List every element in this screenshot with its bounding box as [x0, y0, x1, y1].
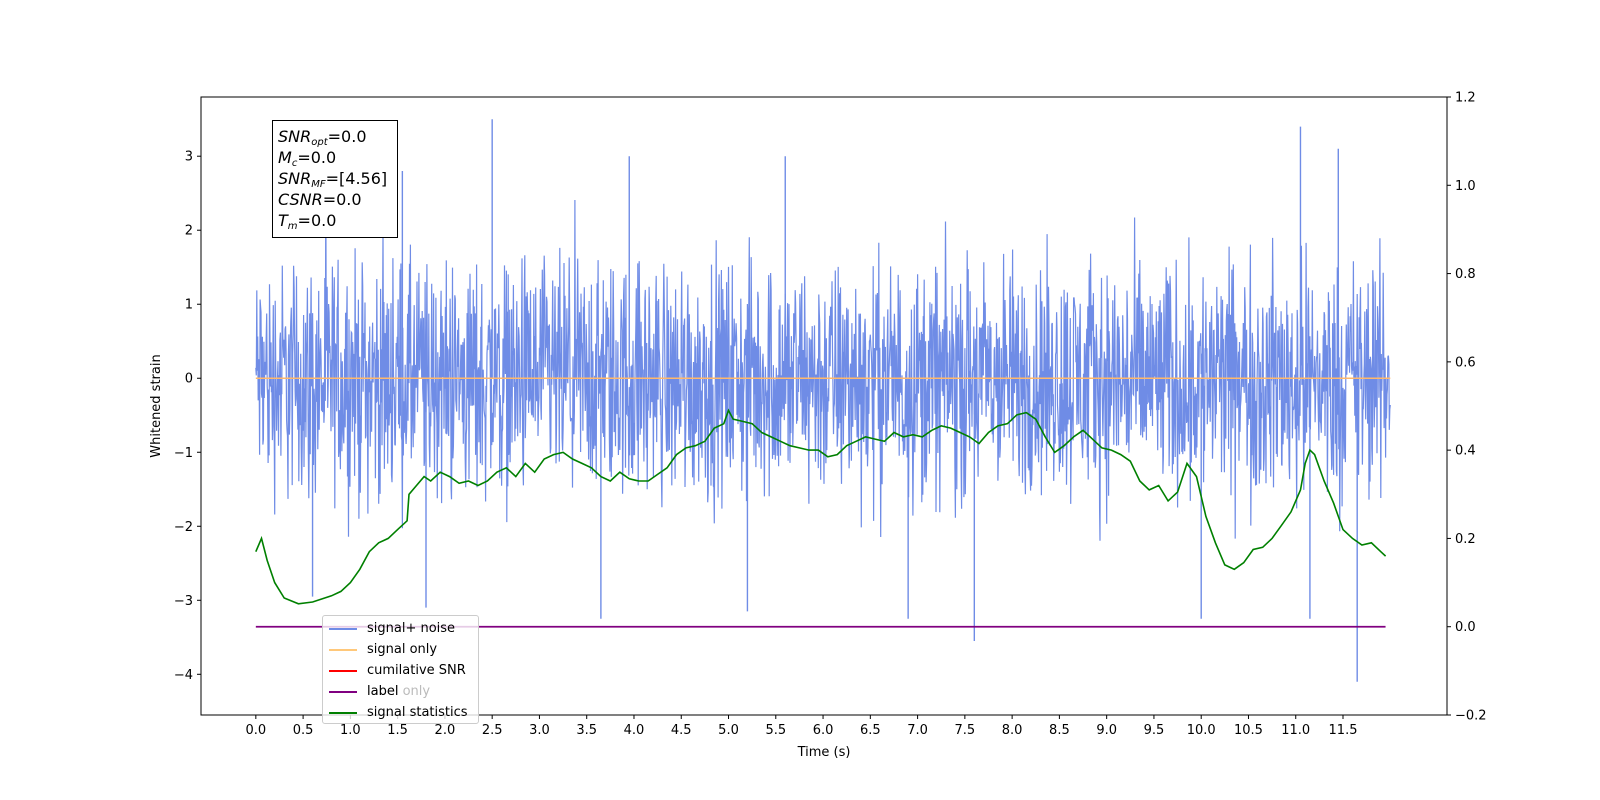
y2-tick-label: 0.4	[1455, 444, 1476, 459]
y-axis-ticks: 3 2 1 0 −1 −2 −3 −4	[174, 150, 201, 683]
snr-opt-line: SNRopt=0.0	[278, 127, 367, 148]
legend-swatch-signal-statistics	[329, 711, 357, 714]
legend-swatch-signal-only	[329, 648, 357, 651]
legend-swatch-cumulative-snr	[329, 669, 357, 672]
x-tick-label: 2.5	[482, 723, 503, 738]
x-tick-label: 6.0	[813, 723, 834, 738]
legend-item-label: label only label	[329, 681, 478, 702]
csnr-line: CSNR=0.0	[278, 190, 362, 209]
signal-statistics-line	[255, 408, 1387, 605]
y-tick-label: 0	[185, 372, 193, 387]
x-tick-label: 7.5	[955, 723, 976, 738]
x-tick-label: 3.5	[576, 723, 597, 738]
tm-value: =0.0	[297, 211, 337, 230]
x-tick-label: 11.5	[1329, 723, 1358, 738]
mc-value: =0.0	[297, 148, 337, 167]
y-tick-label: 3	[185, 150, 193, 165]
legend-swatch-label	[329, 690, 357, 693]
snr-mf-value: =[4.56]	[325, 169, 388, 188]
y-tick-label: −4	[174, 668, 193, 683]
legend-item-cumulative-snr: cumilative SNR	[329, 660, 478, 681]
signal-noise-series	[255, 119, 1391, 682]
legend-label: signal statistics	[367, 705, 468, 720]
x-tick-label: 8.5	[1049, 723, 1070, 738]
x-axis-label: Time (s)	[797, 745, 851, 760]
y-tick-label: 1	[185, 298, 193, 313]
x-tick-label: 8.0	[1002, 723, 1023, 738]
y2-axis-ticks: 1.2 1.0 0.8 0.6 0.4 0.2 0.0 −0.2	[1447, 91, 1487, 724]
y-tick-label: 2	[185, 224, 193, 239]
x-tick-label: 7.0	[907, 723, 928, 738]
x-tick-label: 1.5	[387, 723, 408, 738]
legend-item-signal-statistics: signal statistics	[329, 702, 478, 723]
y2-tick-label: 0.6	[1455, 355, 1476, 370]
x-tick-label: 0.5	[293, 723, 314, 738]
x-axis-ticks: 0.0 0.5 1.0 1.5 2.0 2.5 3.0 3.5 4.0 4.5 5.0 5.5 6.0 6…	[245, 715, 1357, 738]
stats-annotation-box: SNRopt=0.0 Mc=0.0 SNRMF=[4.56] CSNR=0.0 …	[272, 120, 398, 238]
y2-tick-label: 0.2	[1455, 532, 1476, 547]
x-tick-label: 0.0	[245, 723, 266, 738]
x-tick-label: 5.5	[765, 723, 786, 738]
legend-item-signal-noise: signal+ noise	[329, 618, 478, 639]
y2-tick-label: 0.0	[1455, 620, 1476, 635]
y2-tick-label: 0.8	[1455, 267, 1476, 282]
x-tick-label: 10.5	[1234, 723, 1263, 738]
x-tick-label: 5.0	[718, 723, 739, 738]
x-tick-label: 10.0	[1187, 723, 1216, 738]
legend-label: label only label	[367, 684, 431, 699]
x-tick-label: 11.0	[1281, 723, 1310, 738]
snr-mf-line: SNRMF=[4.56]	[278, 169, 388, 190]
y-tick-label: −1	[174, 446, 193, 461]
x-tick-label: 2.0	[435, 723, 456, 738]
legend: signal+ noise signal only cumilative SNR…	[322, 615, 479, 724]
plot-frame	[200, 96, 1448, 716]
tm-line: Tm=0.0	[278, 211, 337, 232]
legend-swatch-signal-noise	[329, 627, 357, 630]
legend-label: signal only	[367, 642, 438, 657]
x-tick-label: 3.0	[529, 723, 550, 738]
x-tick-label: 9.0	[1096, 723, 1117, 738]
y2-tick-label: 1.0	[1455, 179, 1476, 194]
mc-line: Mc=0.0	[278, 148, 337, 169]
csnr-value: =0.0	[322, 190, 362, 209]
x-tick-label: 4.0	[624, 723, 645, 738]
signal-noise-line	[255, 182, 1391, 541]
x-tick-label: 4.5	[671, 723, 692, 738]
y-axis-label: Whitened strain	[149, 354, 164, 457]
y2-tick-label: 1.2	[1455, 91, 1476, 106]
x-tick-label: 6.5	[860, 723, 881, 738]
snr-opt-value: =0.0	[327, 127, 367, 146]
legend-item-signal-only: signal only	[329, 639, 478, 660]
x-tick-label: 1.0	[340, 723, 361, 738]
legend-overlapped-text: label only	[367, 684, 431, 699]
y-tick-label: −3	[174, 594, 193, 609]
legend-label: signal+ noise	[367, 621, 456, 636]
x-tick-label: 9.5	[1144, 723, 1165, 738]
y-tick-label: −2	[174, 520, 193, 535]
legend-label: cumilative SNR	[367, 663, 466, 678]
y2-tick-label: −0.2	[1455, 709, 1487, 724]
